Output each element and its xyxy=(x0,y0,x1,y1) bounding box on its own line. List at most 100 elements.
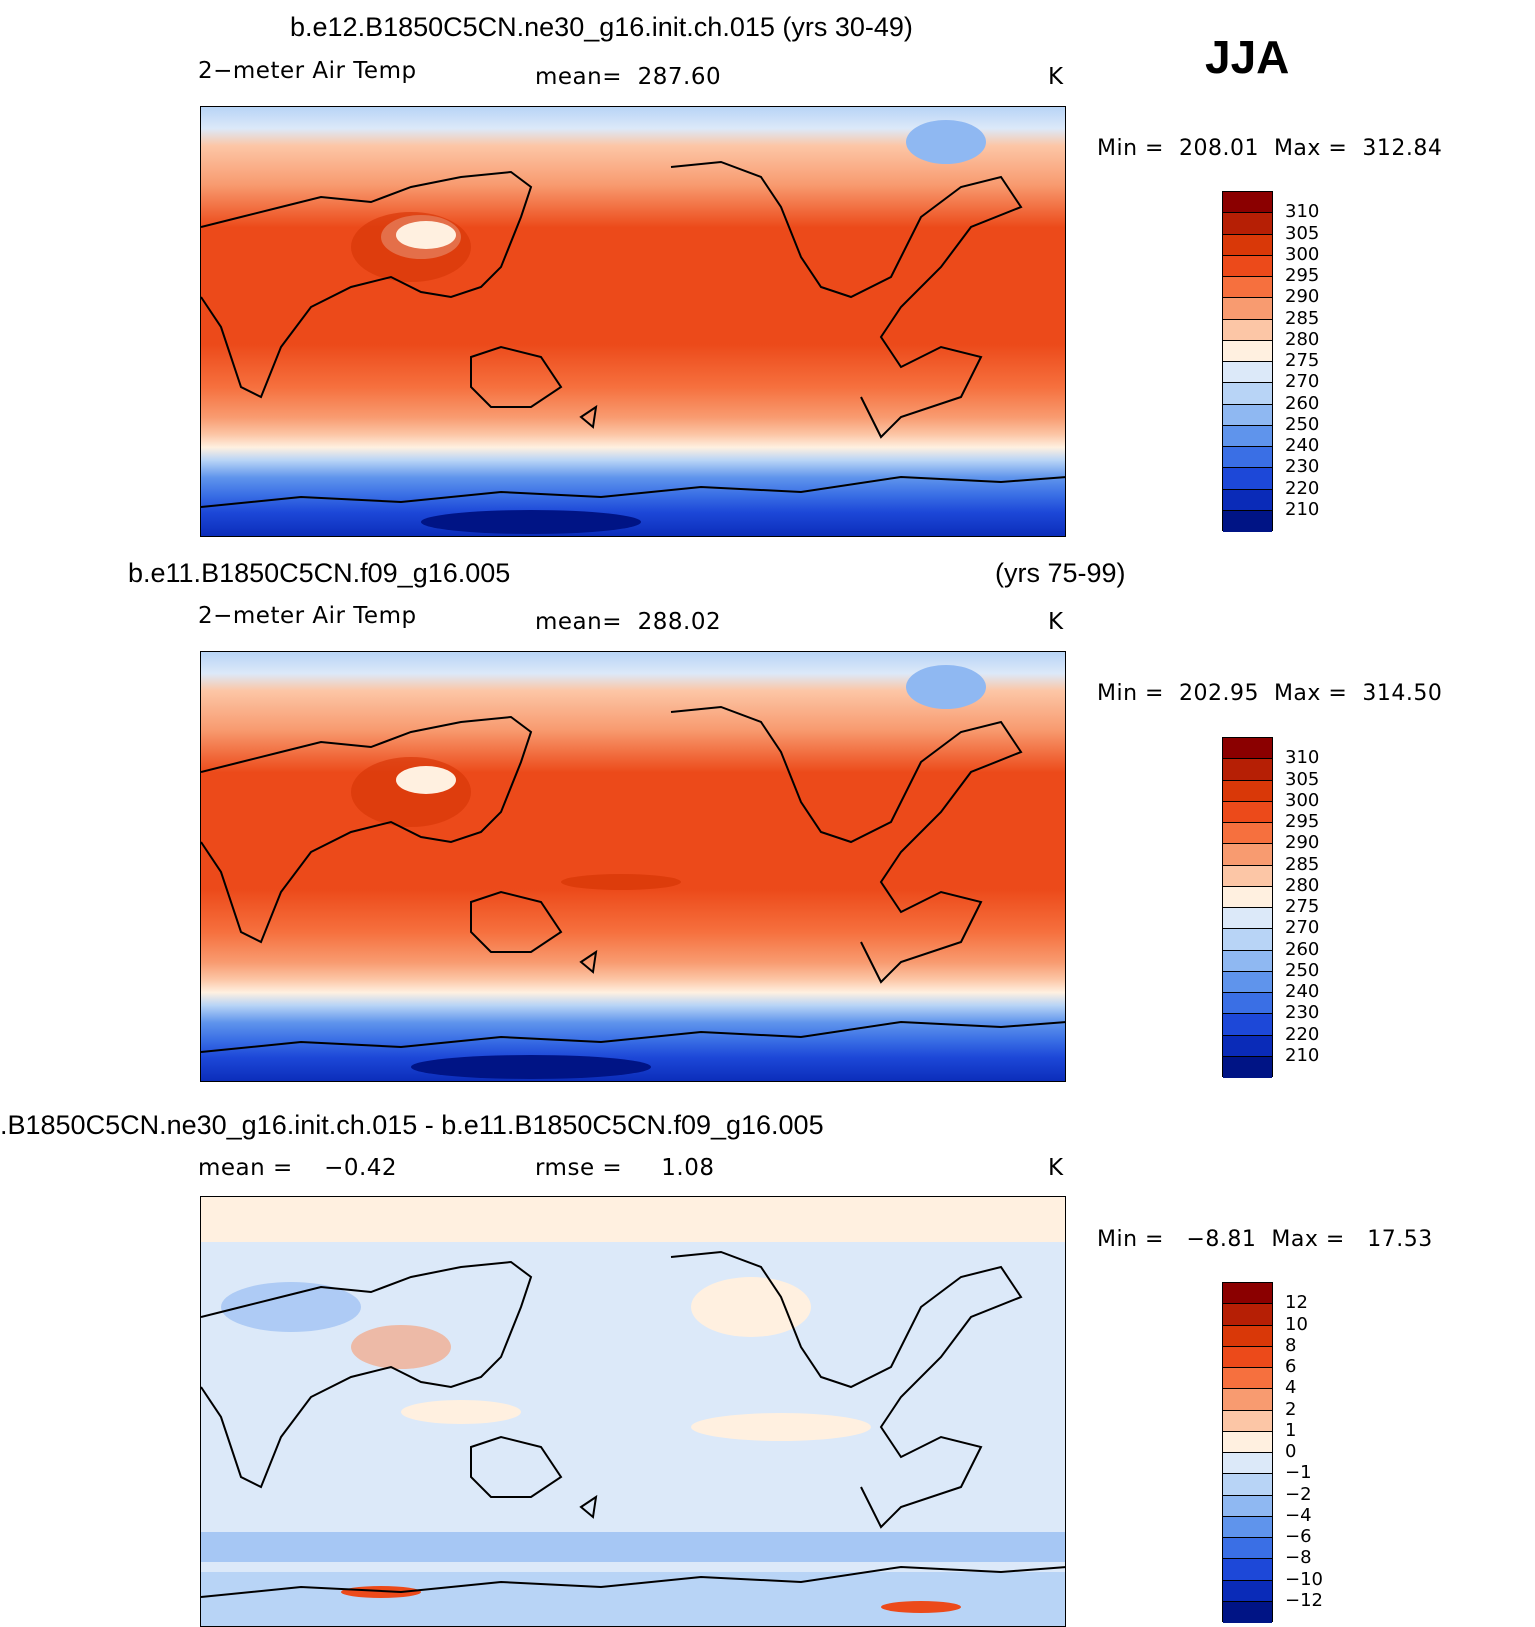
panel2-min-value: 202.95 xyxy=(1178,681,1259,706)
panel1-colorbar-segment xyxy=(1223,362,1272,384)
panel1-min-label: Min = xyxy=(1097,136,1164,161)
panel2-min-label: Min = xyxy=(1097,681,1164,706)
panel2-colorbar-label: 260 xyxy=(1285,938,1320,960)
panel2-title: b.e11.B1850C5CN.f09_g16.005 xyxy=(128,558,511,588)
panel1-colorbar-segment xyxy=(1223,255,1272,277)
panel1-colorbar-label: 290 xyxy=(1285,286,1320,308)
panel2-colorbar-label: 220 xyxy=(1285,1023,1320,1045)
panel3-colorbar-segment xyxy=(1223,1495,1272,1517)
panel1-colorbar-segment xyxy=(1223,447,1272,469)
panel1-colorbar-segment xyxy=(1223,192,1272,214)
panel2-colorbar-label: 250 xyxy=(1285,959,1320,981)
panel3-antarctic xyxy=(201,1572,1065,1626)
panel3-arctic-band xyxy=(201,1197,1065,1242)
panel3-max-label: Max = xyxy=(1271,1227,1345,1252)
panel2-colorbar-segment xyxy=(1223,1014,1272,1036)
panel2-warm-band xyxy=(561,874,681,890)
panel2-colorbar-segment xyxy=(1223,823,1272,845)
panel1-colorbar-label: 275 xyxy=(1285,350,1320,371)
panel2-greenland xyxy=(906,665,986,709)
panel1-colorbar-segment xyxy=(1223,468,1272,490)
panel3-colorbar-label: 0 xyxy=(1285,1441,1297,1462)
panel3-colorbar-label: −2 xyxy=(1285,1483,1312,1505)
panel1-colorbar-label: 280 xyxy=(1285,328,1320,350)
panel1-greenland xyxy=(906,120,986,164)
panel3-rmse-value: 1.08 xyxy=(661,1155,715,1181)
panel3-colorbar-label: 6 xyxy=(1285,1356,1297,1377)
panel1-max-value: 312.84 xyxy=(1362,136,1443,161)
panel2-max-label: Max = xyxy=(1273,681,1348,706)
panel2-minmax: Min = 202.95 Max = 314.50 xyxy=(1097,681,1442,706)
panel2-colorbar-label: 285 xyxy=(1285,853,1320,875)
panel2-colorbar-label: 310 xyxy=(1285,747,1320,769)
panel3-colorbar-segment xyxy=(1223,1453,1272,1475)
panel1-colorbar-segment xyxy=(1223,340,1272,362)
panel2-colorbar-segment xyxy=(1223,738,1272,760)
panel1-map xyxy=(200,106,1066,537)
panel3-colorbar-label: 12 xyxy=(1285,1292,1308,1314)
panel1-colorbar-label: 295 xyxy=(1285,265,1320,286)
panel2-colorbar-segment xyxy=(1223,865,1272,887)
panel2-colorbar-segment xyxy=(1223,971,1272,993)
panel3-map xyxy=(200,1196,1066,1627)
panel3-colorbar-label: −4 xyxy=(1285,1504,1312,1526)
panel1-colorbar-label: 285 xyxy=(1285,307,1320,329)
panel2-colorbar-segment xyxy=(1223,759,1272,781)
panel1-coastlines xyxy=(201,160,1065,508)
panel1-antarctic-cold xyxy=(421,510,641,534)
panel3-min-label: Min = xyxy=(1097,1227,1164,1252)
panel1-field xyxy=(201,107,1065,536)
panel3-min-value: −8.81 xyxy=(1186,1227,1257,1252)
panel3-colorbar-label: 1 xyxy=(1285,1419,1297,1441)
panel3-colorbar-segment xyxy=(1223,1538,1272,1560)
panel2-colorbar-label: 210 xyxy=(1285,1044,1320,1066)
panel1-colorbar-segment xyxy=(1223,298,1272,320)
panel2-colorbar-label: 280 xyxy=(1285,874,1320,896)
panel3-colorbar-label: −10 xyxy=(1285,1568,1323,1590)
panel2-colorbar-segment xyxy=(1223,908,1272,930)
panel1-max-label: Max = xyxy=(1273,136,1348,161)
panel3-colorbar-segment xyxy=(1223,1516,1272,1538)
panel2-units: K xyxy=(1048,609,1064,635)
panel2-map xyxy=(200,651,1066,1082)
panel1-title: b.e12.B1850C5CN.ne30_g16.init.ch.015 (yr… xyxy=(290,12,913,42)
panel1-colorbar-label: 220 xyxy=(1285,477,1320,499)
panel3-colorbar-label: −6 xyxy=(1285,1526,1312,1547)
panel2-title-years: (yrs 75-99) xyxy=(995,558,1126,588)
panel2-colorbar-segment xyxy=(1223,1056,1272,1078)
panel3-colorbar-segment xyxy=(1223,1346,1272,1368)
panel1-units: K xyxy=(1048,64,1064,90)
panel3-indian-warm xyxy=(401,1400,521,1424)
panel3-colorbar-segment xyxy=(1223,1474,1272,1496)
panel1-min-value: 208.01 xyxy=(1178,136,1259,161)
panel2-variable: 2−meter Air Temp xyxy=(198,603,417,629)
panel2-colorbar-label: 295 xyxy=(1285,811,1320,832)
panel1-colorbar-label: 260 xyxy=(1285,392,1320,414)
panel2-colorbar-segment xyxy=(1223,929,1272,951)
panel3-title: .B1850C5CN.ne30_g16.init.ch.015 - b.e11.… xyxy=(0,1110,824,1140)
panel2-colorbar-segment xyxy=(1223,844,1272,866)
panel1-minmax: Min = 208.01 Max = 312.84 xyxy=(1097,136,1442,161)
panel1-mean: mean= 287.60 xyxy=(535,64,721,90)
panel1-colorbar-label: 230 xyxy=(1285,456,1320,478)
panel1-colorbar-segment xyxy=(1223,234,1272,256)
panel3-colorbar-segment xyxy=(1223,1283,1272,1305)
panel2-colorbar-segment xyxy=(1223,801,1272,823)
panel3-colorbar-label: 4 xyxy=(1285,1377,1297,1399)
panel3-colorbar xyxy=(1222,1282,1273,1623)
panel3-rmse-label: rmse = xyxy=(535,1155,623,1181)
panel3-colorbar-segment xyxy=(1223,1304,1272,1326)
panel1-mean-label: mean= xyxy=(535,64,622,90)
panel3-colorbar-label: 10 xyxy=(1285,1313,1308,1335)
panel2-colorbar-segment xyxy=(1223,1035,1272,1057)
panel3-eurasia-cold xyxy=(221,1282,361,1332)
panel3-eqpac-warm xyxy=(691,1413,871,1441)
panel3-southern-cold xyxy=(201,1532,1065,1562)
panel3-colorbar-label: −8 xyxy=(1285,1547,1312,1569)
panel1-colorbar-segment xyxy=(1223,510,1272,532)
panel3-colorbar-segment xyxy=(1223,1410,1272,1432)
panel3-coastlines xyxy=(201,1250,1065,1598)
panel3-colorbar-segment xyxy=(1223,1431,1272,1453)
panel2-coastlines xyxy=(201,705,1065,1053)
panel3-colorbar-segment xyxy=(1223,1389,1272,1411)
